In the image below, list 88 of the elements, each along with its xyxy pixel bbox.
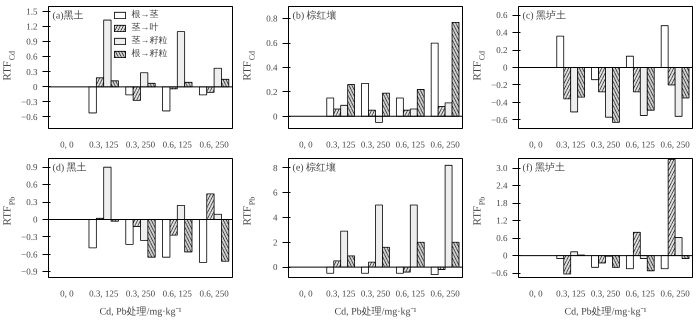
y-tick-label: 0.6 bbox=[496, 233, 508, 244]
y-axis-title: RTFCd bbox=[2, 50, 16, 81]
x-tick-label: 0.3, 125 bbox=[326, 288, 356, 298]
y-tick-label: 0 bbox=[503, 62, 508, 72]
y-tick-label: −0.6 bbox=[491, 114, 508, 125]
x-tick-label: 0.3, 125 bbox=[556, 288, 586, 298]
y-tick-label: 3.0 bbox=[496, 163, 508, 174]
x-tick-label: 0.6, 125 bbox=[396, 288, 426, 298]
x-tick-label: 0.3, 125 bbox=[89, 288, 119, 298]
y-tick-label: 0.6 bbox=[26, 52, 38, 62]
y-tick-label: 8 bbox=[273, 162, 278, 173]
x-tick-label: 0.3, 250 bbox=[360, 288, 391, 298]
x-tick-label: 0, 0 bbox=[299, 288, 314, 298]
y-tick-label: 1.2 bbox=[496, 216, 508, 226]
y-tick-label: 0 bbox=[273, 111, 278, 122]
y-tick-label: 0 bbox=[33, 82, 38, 92]
y-tick-label: 0 bbox=[273, 262, 278, 272]
x-tick-label: 0.3, 250 bbox=[126, 140, 156, 150]
y-tick-label: 1.5 bbox=[26, 6, 38, 17]
chart-title: (c) 黑垆土 bbox=[522, 10, 566, 22]
x-tick-label: 0, 0 bbox=[60, 288, 74, 298]
x-tick-label: 0.3, 250 bbox=[126, 288, 156, 298]
y-tick-label: 0.6 bbox=[266, 38, 278, 48]
x-tick-label: 0, 0 bbox=[529, 140, 544, 150]
y-tick-label: −0.6 bbox=[21, 249, 38, 260]
legend-label: 茎→叶 bbox=[132, 21, 158, 34]
x-tick-label: 0.3, 125 bbox=[326, 140, 356, 150]
y-tick-label: 0.2 bbox=[266, 86, 278, 97]
y-tick-label: 0.4 bbox=[496, 28, 508, 38]
legend-label: 茎→籽粒 bbox=[132, 34, 168, 47]
y-axis-title: RTFPb bbox=[472, 196, 486, 226]
y-tick-label: −0.9 bbox=[21, 266, 38, 277]
x-axis-title: Cd, Pb处理/mg·kg⁻¹ bbox=[564, 306, 647, 318]
y-tick-label: 0.6 bbox=[26, 180, 38, 190]
chart-title: (f) 黑垆土 bbox=[522, 162, 565, 174]
y-tick-label: 1.2 bbox=[26, 22, 38, 32]
x-tick-label: 0.6, 250 bbox=[430, 140, 460, 150]
y-tick-label: 0 bbox=[33, 214, 38, 224]
y-tick-label: 0.9 bbox=[26, 36, 38, 47]
x-tick-label: 0.6, 250 bbox=[199, 140, 230, 150]
x-tick-label: 0.3, 125 bbox=[556, 140, 586, 150]
y-tick-label: −0.6 bbox=[491, 268, 508, 278]
chart-title: (b) 棕红壤 bbox=[292, 10, 337, 22]
x-tick-label: 0.3, 250 bbox=[590, 140, 621, 150]
x-tick-label: 0.6, 250 bbox=[660, 288, 690, 298]
legend-label: 根→籽粒 bbox=[132, 47, 168, 60]
x-tick-label: 0.6, 250 bbox=[660, 140, 690, 150]
y-axis-title: RTFCd bbox=[242, 50, 256, 81]
x-tick-label: 0.6, 250 bbox=[199, 288, 230, 298]
chart-title: (d) 黑土 bbox=[52, 162, 87, 174]
y-tick-label: 0.3 bbox=[26, 66, 38, 77]
y-tick-label: −0.3 bbox=[21, 96, 38, 107]
y-tick-label: 0.3 bbox=[26, 197, 38, 208]
y-axis-title: RTFCd bbox=[472, 50, 486, 81]
x-tick-label: 0, 0 bbox=[299, 140, 314, 150]
y-tick-label: 0.6 bbox=[496, 10, 508, 20]
x-tick-label: 0, 0 bbox=[60, 140, 74, 150]
y-tick-label: 2 bbox=[273, 237, 278, 248]
y-tick-label: 0 bbox=[503, 250, 508, 261]
y-tick-label: 2.4 bbox=[496, 180, 508, 191]
y-tick-label: −0.6 bbox=[21, 112, 38, 122]
y-axis-title: RTFPb bbox=[2, 196, 16, 226]
legend-label: 根→茎 bbox=[132, 8, 158, 21]
x-tick-label: 0.3, 250 bbox=[360, 140, 391, 150]
x-tick-label: 0.6, 125 bbox=[162, 140, 192, 150]
y-tick-label: 0.2 bbox=[496, 45, 508, 56]
y-tick-label: 0.8 bbox=[266, 14, 278, 24]
y-tick-label: 1.8 bbox=[496, 198, 508, 208]
y-tick-label: −0.4 bbox=[491, 97, 508, 108]
x-tick-label: 0.6, 125 bbox=[396, 140, 426, 150]
y-tick-label: 6 bbox=[273, 188, 278, 198]
y-tick-label: 4 bbox=[273, 212, 278, 222]
x-tick-label: 0.3, 250 bbox=[590, 288, 621, 298]
x-tick-label: 0, 0 bbox=[529, 288, 544, 298]
chart-title: (a)黑土 bbox=[52, 10, 84, 22]
y-tick-label: 0.4 bbox=[266, 62, 278, 72]
y-tick-label: −0.3 bbox=[21, 232, 38, 242]
x-tick-label: 0.3, 125 bbox=[89, 140, 119, 150]
x-tick-label: 0.6, 250 bbox=[430, 288, 460, 298]
y-axis-title: RTFPb bbox=[242, 196, 256, 226]
x-tick-label: 0.6, 125 bbox=[162, 288, 192, 298]
chart-title: (e) 棕红壤 bbox=[292, 162, 336, 174]
y-tick-label: −0.2 bbox=[491, 80, 508, 90]
x-tick-label: 0.6, 125 bbox=[626, 288, 656, 298]
x-axis-title: Cd, Pb处理/mg·kg⁻¹ bbox=[99, 306, 182, 318]
x-tick-label: 0.6, 125 bbox=[626, 140, 656, 150]
x-axis-title: Cd, Pb处理/mg·kg⁻¹ bbox=[334, 306, 417, 318]
y-tick-label: 0.9 bbox=[26, 162, 38, 172]
